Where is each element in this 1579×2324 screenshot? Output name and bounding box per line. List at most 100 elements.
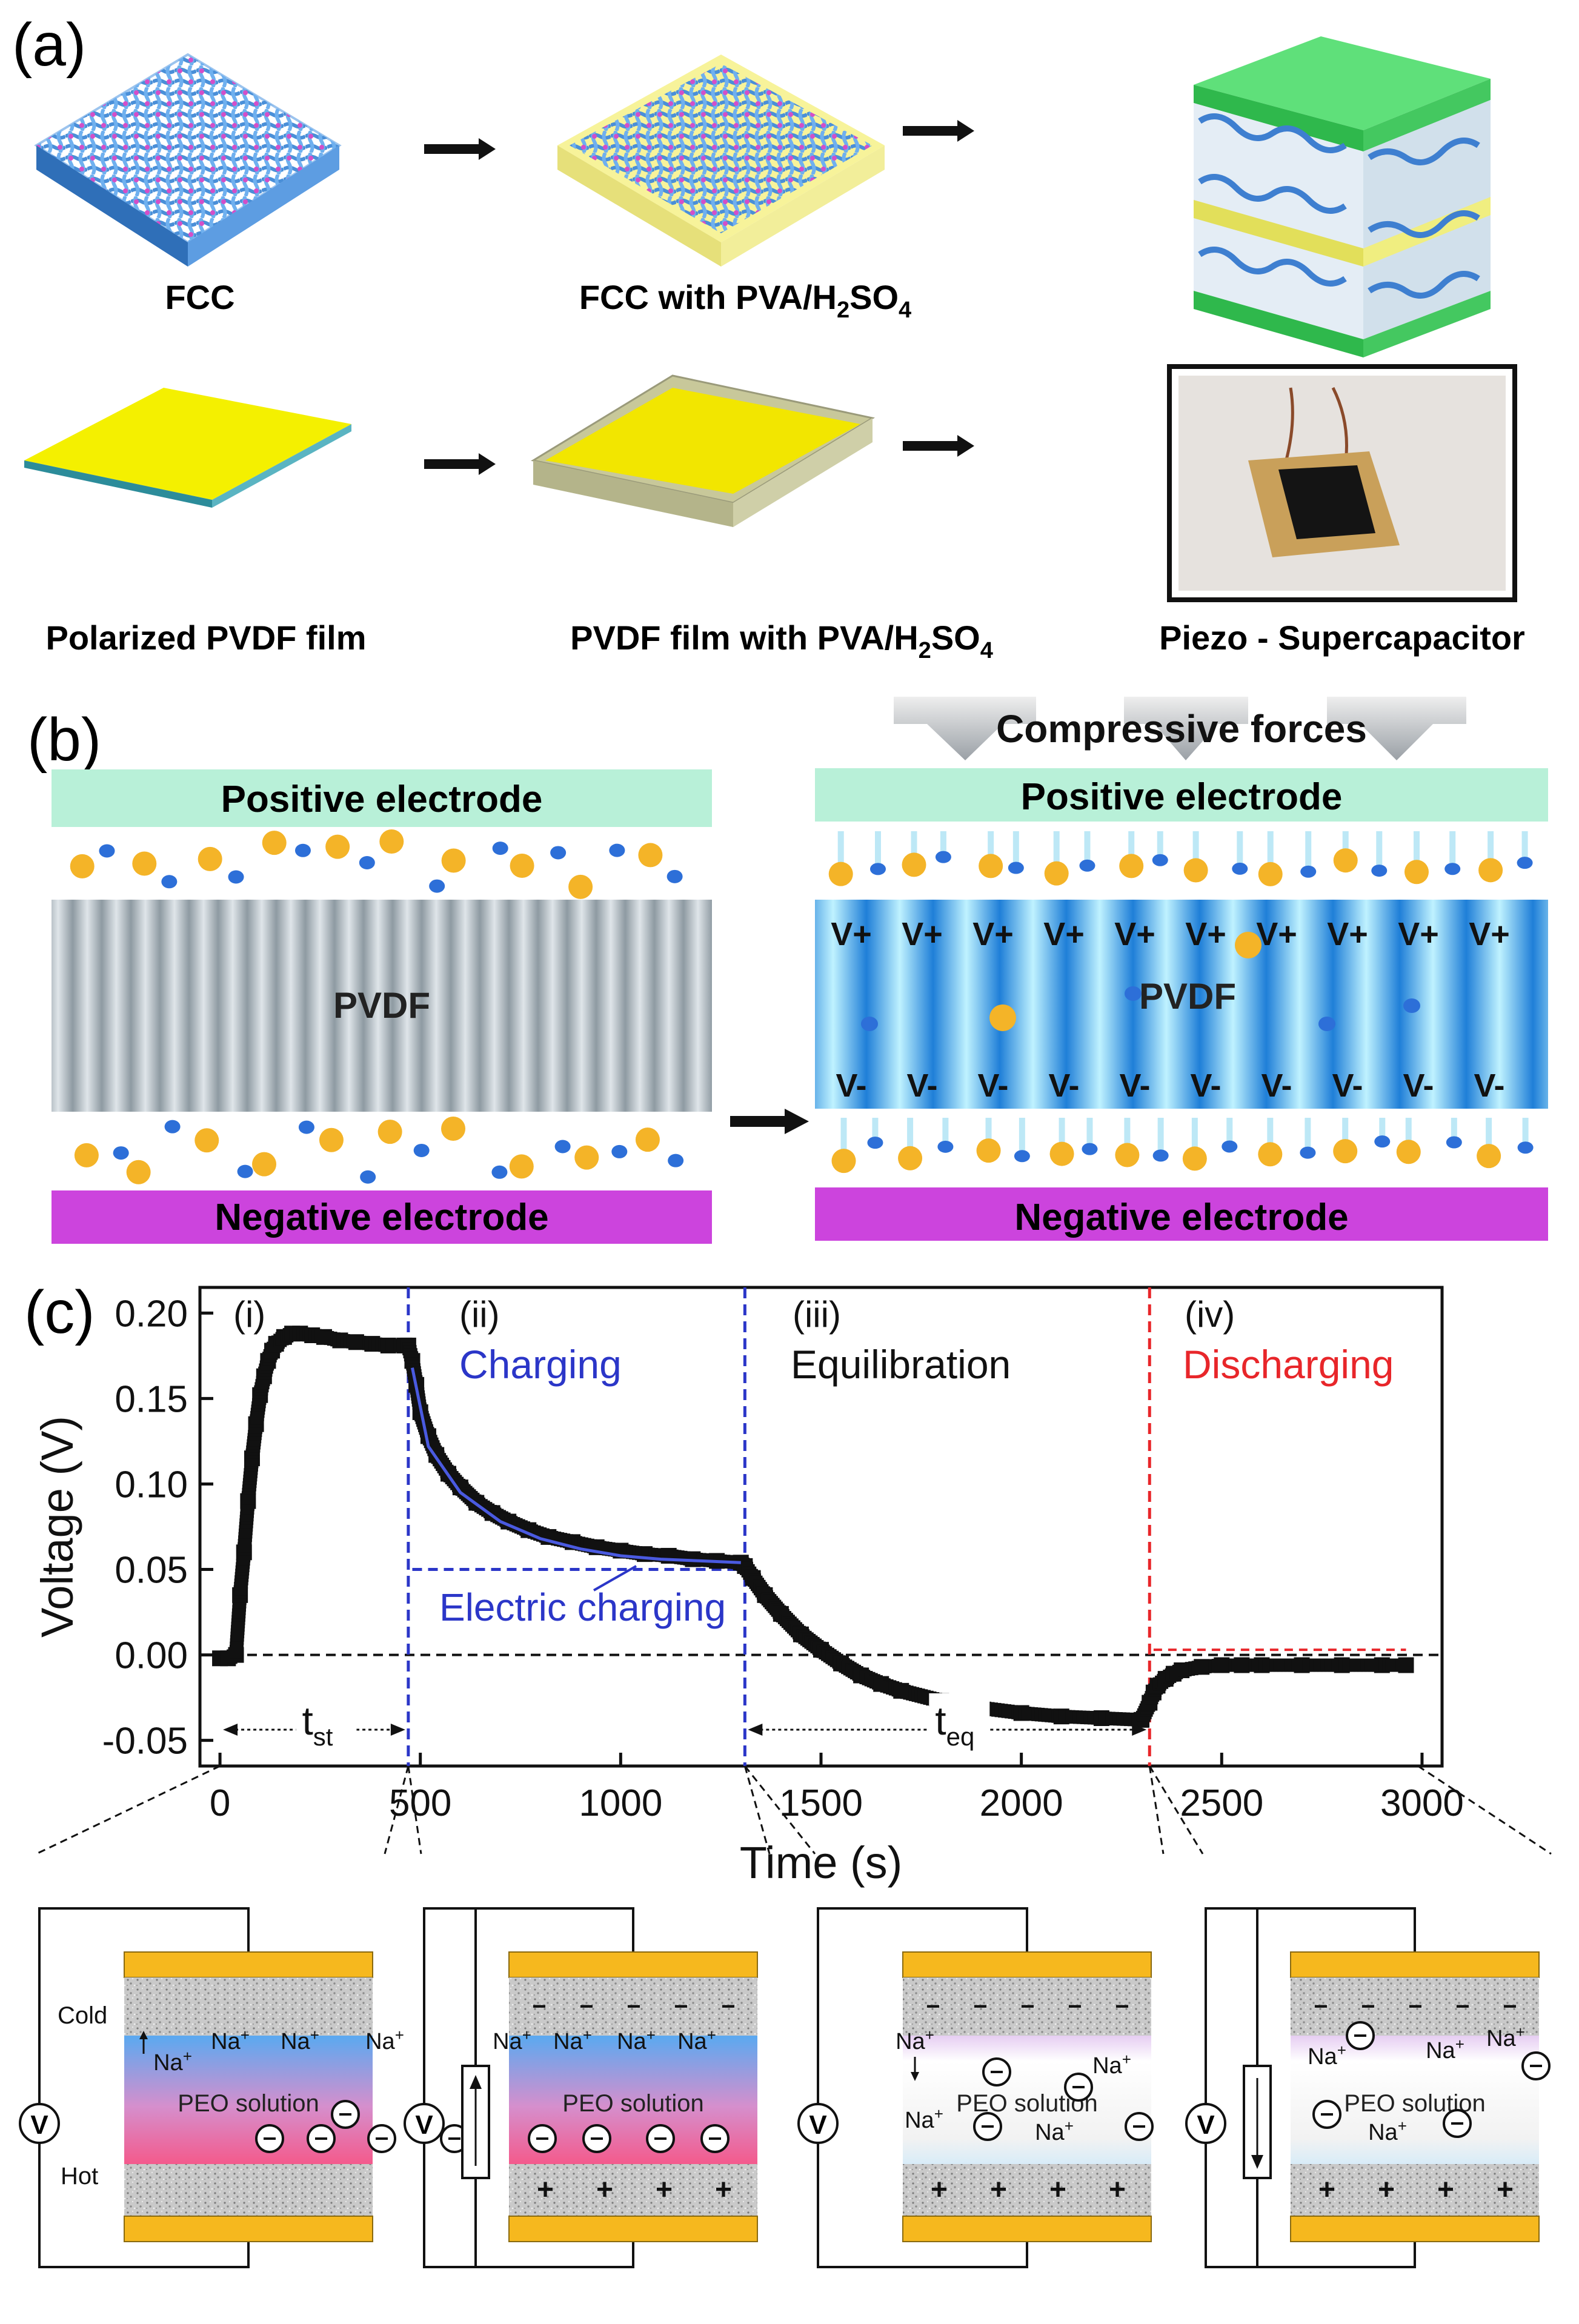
electrode-plus-sign: + xyxy=(596,2174,613,2206)
anion xyxy=(1119,854,1144,878)
zoom-line xyxy=(743,1765,771,1854)
y-tick-label: 0.00 xyxy=(115,1635,188,1677)
anion xyxy=(828,862,853,886)
cation xyxy=(1082,1143,1098,1155)
electrode-minus-sign: − xyxy=(1408,1993,1422,2020)
anion xyxy=(902,852,926,877)
v-minus-label: V- xyxy=(1119,1067,1150,1104)
circuit-wire xyxy=(817,1907,1028,2268)
electrode-plus-sign: + xyxy=(990,2174,1007,2206)
anion xyxy=(509,1154,534,1179)
electrode-minus-sign: − xyxy=(532,1993,546,2020)
zoom-line xyxy=(1148,1765,1165,1854)
electrode-minus-sign: − xyxy=(1115,1993,1129,2020)
v-minus-label: V- xyxy=(836,1067,866,1104)
anion xyxy=(1477,1144,1501,1169)
electric-charging-label: Electric charging xyxy=(439,1585,726,1629)
na-charge: + xyxy=(522,2026,531,2044)
bottom-electrode xyxy=(1291,2164,1539,2216)
cation xyxy=(1444,863,1461,875)
anion xyxy=(325,834,350,859)
na-ion-label: Na+ xyxy=(493,2026,531,2054)
device-caption: Piezo - Supercapacitor xyxy=(1159,619,1525,657)
electrode-minus-sign: − xyxy=(1503,1993,1517,2020)
cation xyxy=(492,842,508,855)
na-ion-label: Na+ xyxy=(896,2026,934,2054)
t-st-label-bg xyxy=(296,1693,357,1748)
na-charge: + xyxy=(1065,2117,1074,2135)
zoom-line xyxy=(36,1765,221,1855)
v-minus-label: V- xyxy=(1474,1067,1504,1104)
electrode-plus-sign: + xyxy=(1109,2174,1126,2206)
v-plus-label: V+ xyxy=(1469,916,1510,952)
na-text: Na xyxy=(1308,2044,1337,2070)
bottom-electrode xyxy=(124,2164,373,2216)
pvdf-pva-image xyxy=(530,374,876,527)
cation xyxy=(294,843,311,857)
electrode-minus-sign: − xyxy=(1314,1993,1328,2020)
ion-layer-top-right xyxy=(828,831,1533,886)
v-plus-label: V+ xyxy=(1185,916,1226,952)
na-text: Na xyxy=(1035,2120,1065,2145)
anion xyxy=(319,1127,344,1152)
anion xyxy=(1044,861,1069,886)
anion xyxy=(638,843,663,868)
top-current-collector xyxy=(1290,1951,1540,1978)
voltmeter-icon xyxy=(1185,2103,1226,2144)
negative-electrode-right-label: Negative electrode xyxy=(1014,1197,1348,1238)
pvdf-right-label: PVDF xyxy=(1139,976,1236,1017)
peo-solution-label: PEO solution xyxy=(178,2090,319,2117)
zoom-line xyxy=(407,1765,422,1854)
bottom-current-collector xyxy=(902,2216,1152,2242)
cation xyxy=(1152,854,1168,866)
bottom-current-collector xyxy=(1290,2216,1540,2242)
v-minus-label: V- xyxy=(906,1067,937,1104)
cation xyxy=(360,1170,376,1184)
top-current-collector xyxy=(124,1951,373,1978)
electrode-plus-sign: + xyxy=(537,2174,554,2206)
cation xyxy=(1008,862,1024,874)
cation xyxy=(1222,1140,1238,1153)
negative-electrode-left xyxy=(52,1190,712,1244)
equilibration-label: Equilibration xyxy=(791,1342,1011,1387)
na-charge: + xyxy=(1455,2035,1464,2053)
na-charge: + xyxy=(707,2026,716,2044)
circuit-wire xyxy=(38,1907,250,2268)
arrow-right-icon xyxy=(903,120,974,142)
x-tick-label: 1500 xyxy=(779,1782,863,1824)
electrode-minus-sign: − xyxy=(1455,1993,1469,2020)
voltmeter-label: V xyxy=(1197,2110,1215,2140)
fcc-fabric-image xyxy=(34,53,342,267)
na-ion-label: Na+ xyxy=(153,2047,192,2076)
negative-electrode-right xyxy=(815,1187,1548,1241)
t-eq-label-main: t xyxy=(935,1698,946,1743)
x-tick-label: 1000 xyxy=(579,1782,662,1824)
t-st-label-main: t xyxy=(302,1698,313,1743)
t-st-arrow-left-icon xyxy=(223,1724,238,1736)
bottom-electrode xyxy=(903,2164,1151,2216)
na-ion-label: Na+ xyxy=(365,2026,404,2054)
cation xyxy=(1374,1135,1391,1148)
fcc-pva-caption: FCC with PVA/H2SO4 xyxy=(579,278,911,323)
electrode-plus-sign: + xyxy=(931,2174,948,2206)
anion xyxy=(1115,1143,1140,1167)
top-electrode xyxy=(124,1977,373,2036)
stacked-device-image xyxy=(1194,36,1491,357)
na-ion-label: Na+ xyxy=(211,2026,250,2054)
cation xyxy=(1300,1146,1316,1159)
na-text: Na xyxy=(677,2029,707,2054)
zoom-line xyxy=(1148,1765,1204,1854)
na-text: Na xyxy=(553,2029,583,2054)
cation xyxy=(937,1140,954,1153)
cation xyxy=(1318,1017,1335,1031)
discharging-label: Discharging xyxy=(1183,1342,1394,1387)
ion-layer-top-left xyxy=(70,829,683,899)
na-text: Na xyxy=(1426,2038,1455,2063)
arrow-up-icon xyxy=(470,2075,482,2089)
x-tick-label: 2500 xyxy=(1180,1782,1263,1824)
electrode-plus-sign: + xyxy=(1049,2174,1066,2206)
t-eq-label: teq xyxy=(935,1698,974,1751)
top-electrode xyxy=(509,1977,757,2036)
